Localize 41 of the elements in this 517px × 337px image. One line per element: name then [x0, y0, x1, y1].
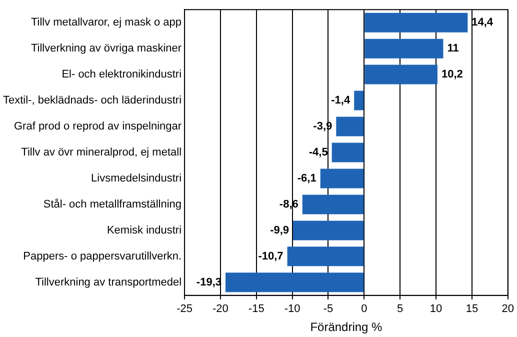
x-tick-label: 5 [397, 303, 404, 316]
x-tick-label: 20 [502, 303, 514, 316]
bar [354, 90, 364, 110]
data-label: -9,9 [270, 224, 290, 236]
bar [336, 116, 364, 136]
y-tick-label: Textil-, beklädnads- och läderindustri [2, 94, 182, 107]
y-tick-label: Tillverkning av transportmedel [35, 276, 182, 288]
data-label: 10,2 [441, 68, 463, 81]
y-tick-label: El- och elektronikindustri [62, 68, 182, 81]
data-label: -1,4 [331, 94, 351, 107]
x-tick-label: 0 [361, 303, 368, 316]
x-tick-label: -5 [323, 303, 334, 316]
x-tick-label: -15 [248, 303, 264, 316]
bar [332, 142, 364, 162]
data-label: -6,1 [297, 172, 316, 185]
y-tick-label: Tillv av övr mineralprod, ej metall [21, 146, 182, 159]
x-tick-label: -25 [176, 303, 192, 316]
x-tick-label: 15 [466, 303, 478, 316]
data-label: 14,4 [472, 16, 494, 29]
bar [364, 12, 468, 32]
bar [225, 272, 364, 292]
data-label: -10,7 [258, 250, 284, 262]
x-axis-title: Förändring % [310, 320, 383, 334]
bar [293, 220, 364, 240]
bar [320, 168, 364, 188]
y-tick-label: Livsmedelsindustri [91, 172, 182, 185]
y-tick-label: Stål- och metallframställning [43, 198, 182, 210]
bar [302, 194, 364, 214]
y-tick-label: Pappers- o pappersvarutillverkn. [23, 250, 182, 262]
x-tick-label: -10 [284, 303, 300, 316]
y-tick-label: Kemisk industri [106, 224, 182, 236]
bar [364, 64, 438, 84]
y-tick-label: Tillverkning av övriga maskiner [30, 42, 182, 55]
x-tick-label: 10 [430, 303, 442, 316]
x-tick-label: -20 [212, 303, 228, 316]
y-tick-label: Tillv metallvaror, ej mask o app [30, 16, 182, 29]
bar [364, 38, 444, 58]
y-tick-label: Graf prod o reprod av inspelningar [14, 120, 182, 133]
bar [287, 246, 364, 266]
data-label: 11 [447, 42, 459, 55]
data-label: -4,5 [308, 146, 328, 159]
